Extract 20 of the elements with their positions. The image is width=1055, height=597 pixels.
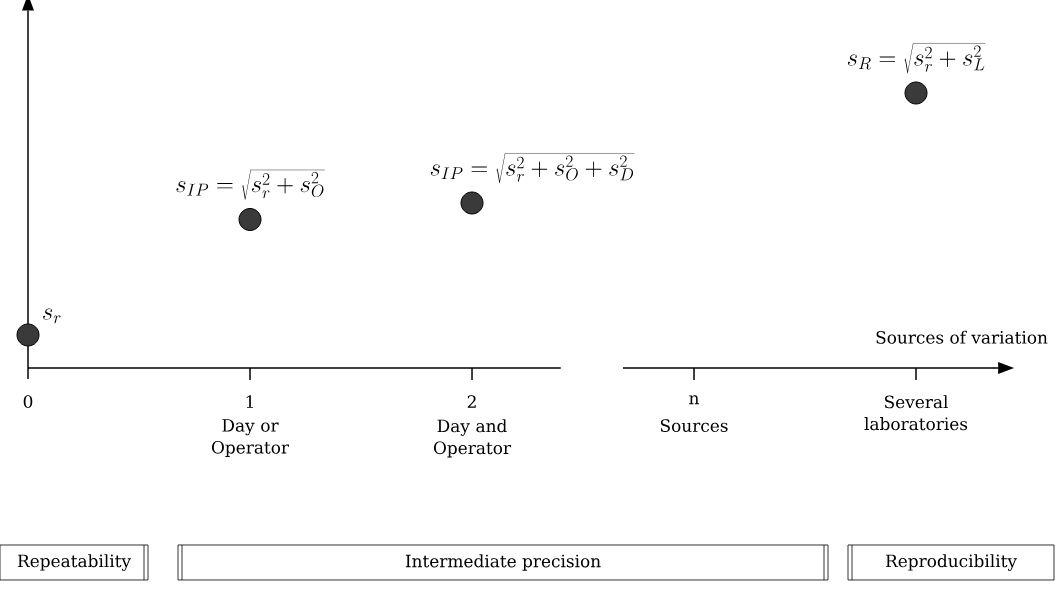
- point: [904, 81, 928, 105]
- annotation: $s_r$: [43, 308, 61, 324]
- text: Intermediate precision: [405, 554, 601, 571]
- text: Day or Operator: [211, 419, 290, 457]
- annotation: $s_{IP} = \sqrt{s_r^2 + s_O^2}$: [176, 169, 325, 200]
- x-tick-label: 1: [246, 395, 253, 408]
- point: [460, 191, 484, 215]
- text: Reproducibility: [885, 554, 1017, 571]
- annotation: $s_R = \sqrt{s_r^2 + s_L^2}$: [847, 43, 986, 74]
- text: Day and Operator: [433, 419, 512, 458]
- x-tick-label: 2: [467, 395, 476, 408]
- point: [16, 323, 40, 347]
- x-axis-title: Sources of variation: [876, 330, 1048, 344]
- point: [238, 207, 262, 231]
- text: Repeatability: [17, 554, 132, 571]
- x-tick-label: 0: [23, 395, 33, 408]
- annotation: $s_{IP} = \sqrt{s_r^2 + s_O^2 + s_D^2}$: [430, 153, 635, 184]
- x-tick-label: n: [689, 395, 699, 405]
- text: Sources: [660, 419, 728, 432]
- x-tick-label: Several laboratories: [864, 395, 968, 431]
